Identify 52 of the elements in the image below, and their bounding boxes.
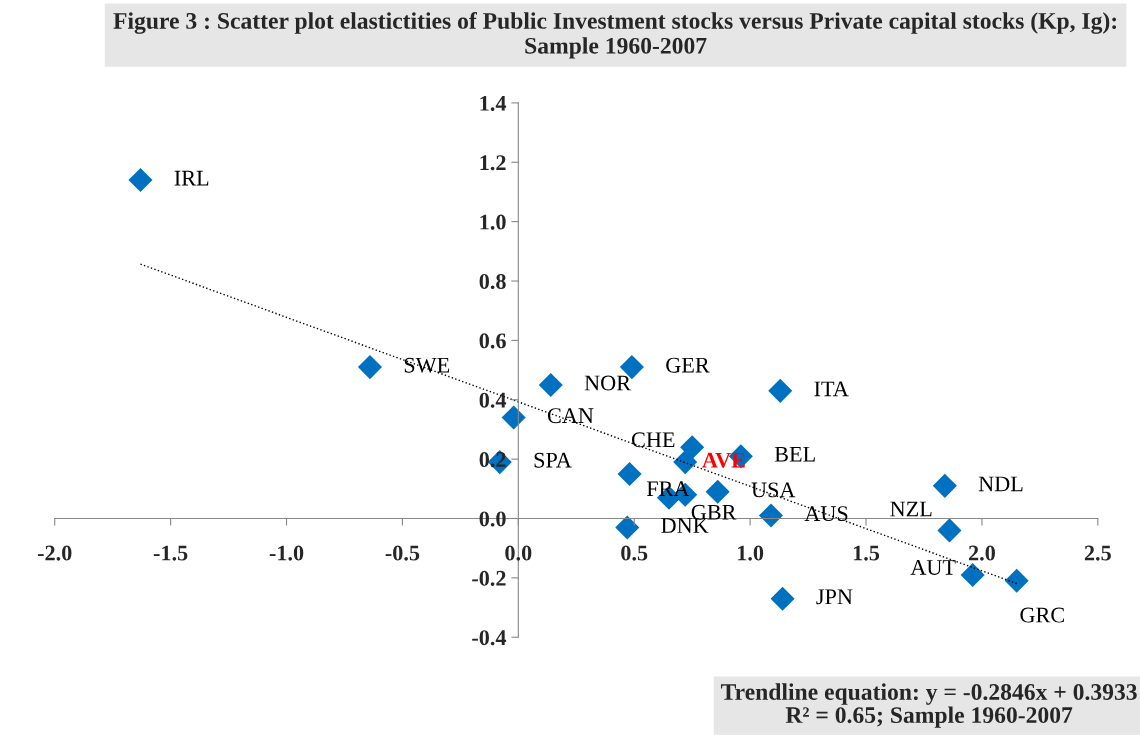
y-tick-label: 0.8 bbox=[479, 273, 506, 290]
point bbox=[937, 518, 962, 543]
x-tick-label: 1.0 bbox=[738, 545, 764, 561]
annotation: AUS bbox=[804, 506, 848, 522]
annotation: NDL bbox=[978, 476, 1023, 492]
point bbox=[538, 372, 563, 397]
annotation: AUT bbox=[910, 560, 956, 575]
y-tick-label: 1.4 bbox=[480, 95, 507, 111]
point bbox=[770, 586, 795, 611]
annotation: ITA bbox=[814, 381, 849, 397]
x-tick-label: 0.0 bbox=[505, 545, 532, 561]
point bbox=[705, 479, 730, 504]
annotation: CAN bbox=[547, 408, 594, 424]
point bbox=[128, 168, 153, 193]
annotation: SPA bbox=[534, 452, 572, 468]
point bbox=[932, 473, 957, 498]
y-tick-label: -0.4 bbox=[472, 630, 507, 646]
point bbox=[1004, 568, 1029, 593]
x-tick-label: -0.5 bbox=[385, 545, 420, 561]
x-tick-label: -1.0 bbox=[269, 545, 304, 561]
annotation: NOR bbox=[584, 375, 631, 391]
point bbox=[357, 355, 382, 380]
y-tick-label: 1.2 bbox=[480, 155, 506, 171]
annotation: NZL bbox=[890, 501, 932, 517]
x-tick-label: 0.5 bbox=[621, 545, 648, 561]
text: Trendline equation: y = -0.2846x + 0.3933 R² = 0.65; Sample 1960-2007 bbox=[720, 683, 1137, 728]
x-tick-label: 1.5 bbox=[853, 545, 880, 561]
annotation: BEL bbox=[774, 446, 815, 462]
y-tick-label: 0.0 bbox=[479, 511, 506, 527]
point bbox=[758, 503, 784, 528]
annotation: IRL bbox=[174, 170, 209, 186]
point bbox=[768, 378, 793, 403]
x-tick-label: -2.0 bbox=[37, 545, 72, 561]
annotation: JPN bbox=[816, 589, 853, 605]
y-tick-label: 1.0 bbox=[480, 214, 506, 230]
y-tick-label: -0.2 bbox=[472, 570, 506, 586]
point bbox=[673, 450, 698, 475]
annotation: GER bbox=[666, 357, 710, 373]
chart-title: Figure 3 : Scatter plot elastictities of Public Investment stocks versus Private capital stocks (Kp, Ig): Sample 1960-2007 bbox=[113, 12, 1117, 59]
annotation: DNK bbox=[661, 518, 709, 533]
annotation: GRC bbox=[1020, 607, 1064, 623]
x-tick-label: 2.0 bbox=[968, 545, 995, 561]
annotation: GBR bbox=[691, 504, 737, 520]
annotation: CHE bbox=[631, 432, 675, 448]
x-tick-label: 2.5 bbox=[1084, 545, 1111, 561]
point bbox=[615, 515, 640, 540]
x-tick-label: -1.5 bbox=[153, 545, 188, 561]
y-tick-label: 0.4 bbox=[479, 392, 507, 408]
annotation: USA bbox=[751, 482, 796, 498]
point bbox=[617, 461, 642, 486]
point bbox=[960, 562, 985, 587]
y-tick-label: 0.6 bbox=[479, 333, 506, 349]
